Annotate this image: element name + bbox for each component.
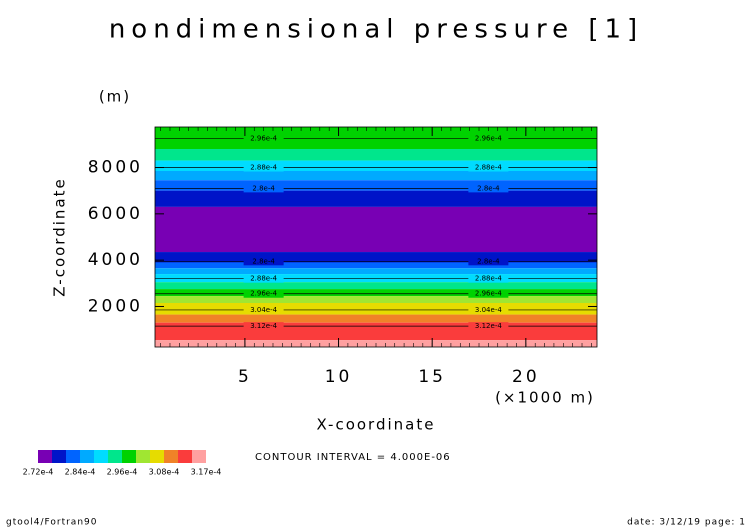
contour-label: 2.88e-4 xyxy=(250,275,277,283)
contour-label: 2.96e-4 xyxy=(250,135,277,143)
colorbar-swatch xyxy=(192,450,206,463)
contour-label: 3.12e-4 xyxy=(250,322,277,330)
x-tick-label: 5 xyxy=(238,367,252,387)
contour-label: 2.96e-4 xyxy=(475,290,502,298)
x-axis-title: X-coordinate xyxy=(317,416,436,434)
x-tick-label: 20 xyxy=(512,367,540,387)
band xyxy=(155,127,597,149)
contour-label-bg xyxy=(468,289,509,298)
colorbar-swatch xyxy=(150,450,164,463)
footer-right: date: 3/12/19 page: 1 xyxy=(627,518,746,528)
contour-label-bg xyxy=(468,322,509,331)
colorbar-swatch xyxy=(108,450,122,463)
contour-label-bg xyxy=(243,289,284,298)
colorbar-label: 2.96e-4 xyxy=(107,468,138,477)
contour-label-bg xyxy=(468,305,509,314)
contour-label-bg xyxy=(243,184,284,193)
band xyxy=(155,262,597,269)
y-tick-label: 6000 xyxy=(88,204,143,224)
contour-label: 2.88e-4 xyxy=(250,164,277,172)
contour-label: 3.04e-4 xyxy=(250,306,277,314)
chart-title: nondimensional pressure [1] xyxy=(109,15,643,45)
contour-label-bg xyxy=(468,134,509,143)
contour-label: 3.04e-4 xyxy=(475,306,502,314)
contour-label: 2.88e-4 xyxy=(475,275,502,283)
band xyxy=(155,322,597,341)
colorbar-swatch xyxy=(164,450,178,463)
band xyxy=(155,274,597,283)
colorbar-label: 3.08e-4 xyxy=(149,468,180,477)
colorbar-label: 2.72e-4 xyxy=(23,468,54,477)
band xyxy=(155,314,597,323)
band xyxy=(155,252,597,263)
contour-label: 3.12e-4 xyxy=(475,322,502,330)
band xyxy=(155,160,597,171)
contour-label-bg xyxy=(243,305,284,314)
band xyxy=(155,190,597,207)
colorbar-swatch xyxy=(178,450,192,463)
contour-label-bg xyxy=(243,163,284,172)
contour-label-bg xyxy=(243,257,284,266)
colorbar-swatch xyxy=(38,450,52,463)
contour-label: 2.8e-4 xyxy=(477,257,500,265)
colorbar-label: 3.17e-4 xyxy=(191,468,222,477)
contour-label: 2.96e-4 xyxy=(475,135,502,143)
contour-label: 2.8e-4 xyxy=(477,184,500,192)
contour-label: 2.96e-4 xyxy=(250,290,277,298)
contour-label-bg xyxy=(243,322,284,331)
band xyxy=(155,268,597,275)
y-unit: (m) xyxy=(99,88,131,106)
colorbar-label: 2.84e-4 xyxy=(65,468,96,477)
contour-label: 2.8e-4 xyxy=(252,257,275,265)
band xyxy=(155,296,597,303)
colorbar-swatch xyxy=(52,450,66,463)
band xyxy=(155,180,597,191)
colorbar-swatch xyxy=(136,450,150,463)
contour-label-bg xyxy=(468,257,509,266)
x-tick-label: 15 xyxy=(418,367,446,387)
contour-label-bg xyxy=(243,274,284,283)
band xyxy=(155,303,597,315)
band xyxy=(155,171,597,181)
contour-label-bg xyxy=(468,163,509,172)
colorbar-swatch xyxy=(94,450,108,463)
contour-label-bg xyxy=(243,134,284,143)
colorbar-swatch xyxy=(80,450,94,463)
colorbar-swatch xyxy=(66,450,80,463)
colorbar-swatch xyxy=(122,450,136,463)
footer-left: gtool4/Fortran90 xyxy=(6,518,97,528)
contour-interval: CONTOUR INTERVAL = 4.000E-06 xyxy=(255,452,451,463)
y-axis-title: Z-coordinate xyxy=(51,177,69,296)
band xyxy=(155,206,597,253)
contour-label: 2.8e-4 xyxy=(252,184,275,192)
band xyxy=(155,289,597,297)
band xyxy=(155,149,597,161)
x-tick-label: 10 xyxy=(325,367,353,387)
y-tick-label: 8000 xyxy=(88,158,143,178)
contour-label-bg xyxy=(468,184,509,193)
contour-label-bg xyxy=(468,274,509,283)
y-tick-label: 2000 xyxy=(88,296,143,316)
x-unit: (×1000 m) xyxy=(495,389,595,407)
contour-label: 2.88e-4 xyxy=(475,164,502,172)
band xyxy=(155,282,597,290)
y-tick-label: 4000 xyxy=(88,250,143,270)
